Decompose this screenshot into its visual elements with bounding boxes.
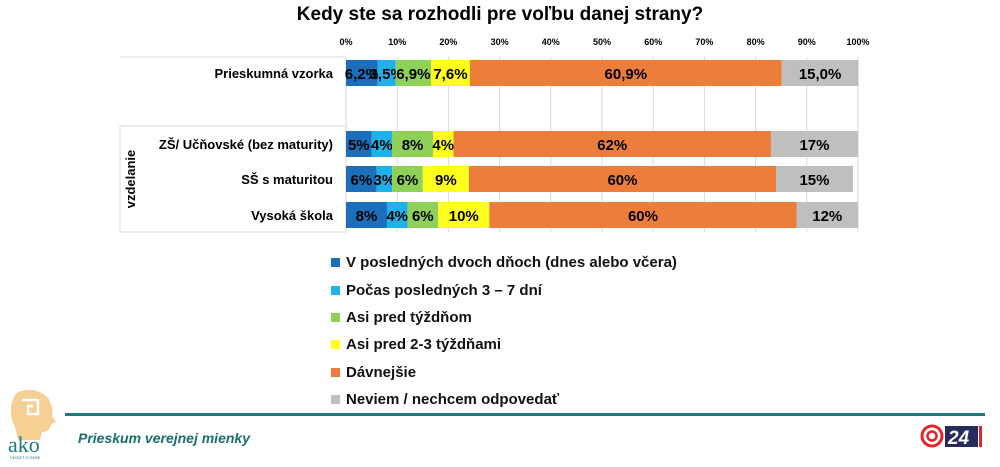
svg-text:VEDIEŤ O SEBE: VEDIEŤ O SEBE	[10, 455, 41, 460]
bar-segment	[770, 131, 858, 157]
ako-logo: ako VEDIEŤ O SEBE	[8, 390, 56, 460]
bar-segment	[407, 202, 439, 228]
data-label: 4%	[386, 208, 408, 225]
bar-segment	[433, 131, 454, 157]
legend-swatch	[331, 395, 340, 405]
bar-segment	[371, 131, 393, 157]
bar-segment	[489, 202, 797, 228]
bar-segment	[796, 202, 858, 228]
data-label: 6,9%	[396, 66, 430, 83]
data-label: 6%	[397, 172, 419, 189]
legend-swatch	[331, 340, 340, 350]
legend-item: V posledných dvoch dňoch (dnes alebo vče…	[331, 249, 677, 276]
svg-text:ako: ako	[8, 432, 40, 457]
bar-segment	[781, 60, 859, 86]
legend-swatch	[331, 367, 340, 377]
data-label: 12%	[812, 208, 842, 225]
legend-item: Dávnejšie	[331, 359, 677, 386]
data-label: 6%	[412, 208, 434, 225]
x-tick-label: 80%	[747, 37, 765, 47]
data-label: 4%	[432, 137, 454, 154]
chart: 0% 10% 20% 30% 40% 50% 60% 70% 80% 90% 100% vzdelan…	[119, 37, 870, 233]
svg-text:24: 24	[947, 428, 970, 449]
legend-label: Asi pred týždňom	[346, 308, 472, 326]
legend-item: Asi pred týždňom	[331, 304, 677, 331]
bar-segment	[386, 202, 408, 228]
x-tick-label: 100%	[846, 37, 869, 47]
data-label: 6%	[351, 172, 373, 189]
data-label: 4%	[371, 137, 393, 154]
bar-segment	[469, 60, 782, 86]
data-label: 7,6%	[433, 66, 467, 83]
x-tick-label: 20%	[439, 37, 457, 47]
bar-segment	[346, 60, 378, 86]
legend-swatch	[331, 312, 340, 322]
data-label: 6,2%	[345, 66, 379, 83]
legend-swatch	[331, 258, 340, 268]
bar-segment	[392, 131, 434, 157]
x-tick-label: 10%	[388, 37, 406, 47]
bar-segment	[776, 166, 853, 192]
legend-item: Asi pred 2-3 týždňami	[331, 331, 677, 358]
legend-label: Počas posledných 3 – 7 dní	[346, 281, 542, 299]
data-label: 15,0%	[799, 66, 842, 83]
footer-divider	[65, 413, 985, 416]
bar-segment	[376, 166, 393, 192]
legend-label: Dávnejšie	[346, 363, 417, 381]
category-label: Prieskumná vzorka	[214, 66, 333, 81]
x-tick-label: 40%	[542, 37, 560, 47]
ct24-logo: 24	[920, 424, 982, 449]
data-label: 60%	[628, 208, 658, 225]
bar-segment	[377, 60, 396, 86]
legend-item: Počas posledných 3 – 7 dní	[331, 276, 677, 303]
data-label: 17%	[799, 137, 829, 154]
data-label: 3%	[374, 172, 396, 189]
x-tick-label: 90%	[798, 37, 816, 47]
legend: V posledných dvoch dňoch (dnes alebo vče…	[331, 249, 677, 413]
x-tick-label: 60%	[644, 37, 662, 47]
legend-label: Asi pred 2-3 týždňami	[346, 336, 502, 354]
bar-segment	[453, 131, 771, 157]
category-label: Vysoká škola	[251, 208, 334, 223]
data-label: 3,5%	[370, 66, 404, 83]
bar-segment	[346, 202, 387, 228]
data-label: 5%	[348, 137, 370, 154]
data-label: 60,9%	[605, 66, 648, 83]
legend-item: Neviem / nechcem odpovedať	[331, 386, 677, 413]
data-label: 62%	[597, 137, 627, 154]
legend-label: V posledných dvoch dňoch (dnes alebo vče…	[346, 254, 677, 272]
bar-segment	[438, 202, 490, 228]
legend-label: Neviem / nechcem odpovedať	[346, 391, 560, 409]
data-label: 9%	[435, 172, 457, 189]
bar-segment	[468, 166, 777, 192]
data-label: 8%	[356, 208, 378, 225]
bar-segment	[430, 60, 470, 86]
category-label: SŠ s maturitou	[241, 172, 333, 187]
x-tick-label: 0%	[339, 37, 352, 47]
x-tick-label: 70%	[695, 37, 713, 47]
footer-text: Prieskum verejnej mienky	[78, 430, 250, 446]
x-tick-label: 30%	[491, 37, 509, 47]
x-tick-label: 50%	[593, 37, 611, 47]
data-label: 8%	[402, 137, 424, 154]
legend-swatch	[331, 285, 340, 295]
bar-segment	[422, 166, 469, 192]
bar-segment	[346, 166, 377, 192]
data-label: 10%	[449, 208, 479, 225]
bar-segment	[395, 60, 431, 86]
bar-segment	[392, 166, 423, 192]
category-label: ZŠ/ Učňovské (bez maturity)	[159, 137, 333, 152]
bar-segment	[346, 131, 372, 157]
data-label: 60%	[607, 172, 637, 189]
group-label: vzdelanie	[123, 150, 138, 209]
data-label: 15%	[799, 172, 829, 189]
chart-title: Kedy ste sa rozhodli pre voľbu danej str…	[296, 4, 704, 25]
